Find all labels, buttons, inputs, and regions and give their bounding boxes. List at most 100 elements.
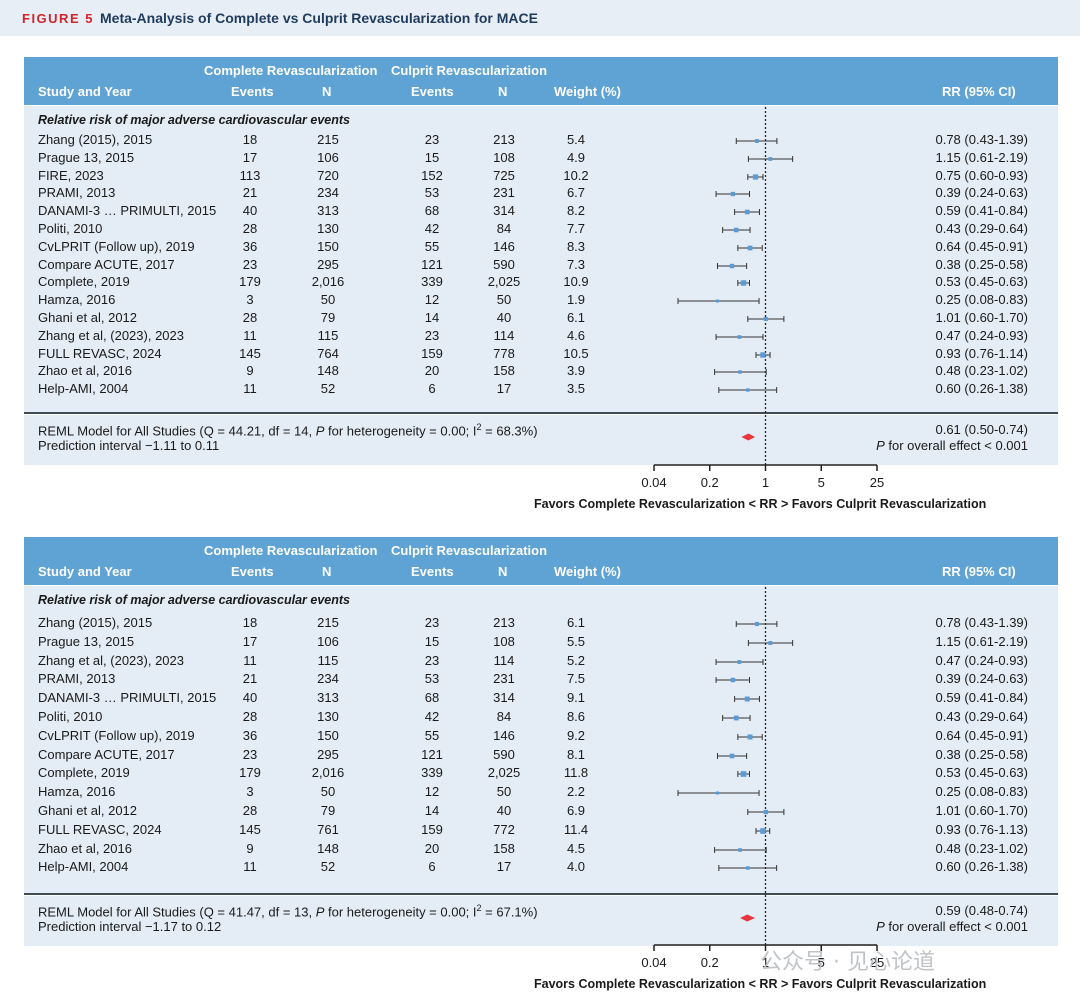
culprit-events: 68 (424, 690, 440, 705)
weight-value: 2.2 (566, 784, 586, 799)
table-row: Compare ACUTE, 2017 23 295 121 590 8.1 0.38 (0… (24, 747, 1058, 765)
culprit-events: 14 (424, 803, 440, 818)
complete-events: 21 (242, 671, 258, 686)
rr-value: 0.59 (0.41-0.84) (935, 203, 1028, 218)
culprit-group-header: Culprit Revascularization (391, 63, 548, 78)
complete-n: 79 (320, 803, 336, 818)
point-estimate (746, 388, 750, 392)
study-name: Compare ACUTE, 2017 (38, 747, 175, 762)
weight-column-header: Weight (%) (554, 564, 621, 579)
study-name: DANAMI-3 … PRIMULTI, 2015 (38, 203, 217, 218)
complete-events: 17 (242, 634, 258, 649)
study-column-header: Study and Year (38, 564, 132, 579)
study-marker (755, 828, 771, 834)
weight-value: 11.4 (563, 822, 589, 837)
point-estimate (760, 828, 766, 834)
table-row: Hamza, 2016 3 50 12 50 2.2 0.25 (0.08-0.83) (24, 784, 1058, 802)
culprit-events: 121 (421, 257, 443, 272)
complete-events: 3 (246, 292, 254, 307)
weight-value: 8.2 (566, 203, 586, 218)
study-marker (735, 138, 778, 144)
x-tick-label: 5 (818, 955, 825, 970)
culprit-n: 2,025 (487, 765, 521, 780)
study-marker (722, 227, 751, 233)
point-estimate (738, 848, 742, 852)
complete-n: 79 (320, 310, 336, 325)
complete-group-header: Complete Revascularization (204, 63, 378, 78)
table-row: Zhang (2015), 2015 18 215 23 213 6.1 0.78 (0.4… (24, 615, 1058, 633)
study-marker (715, 334, 764, 340)
study-marker (747, 640, 794, 646)
complete-n: 115 (317, 328, 339, 343)
point-estimate (740, 771, 747, 777)
rr-value: 0.78 (0.43-1.39) (935, 132, 1028, 147)
table-row: Ghani et al, 2012 28 79 14 40 6.9 1.01 (0.60-1… (24, 803, 1058, 821)
x-tick-label: 25 (870, 475, 884, 490)
model-summary-part: 2 (476, 903, 482, 913)
complete-events: 145 (239, 346, 261, 361)
weight-value: 7.5 (566, 671, 586, 686)
weight-value: 8.6 (566, 709, 586, 724)
model-summary-part: P (315, 904, 325, 920)
study-name: DANAMI-3 … PRIMULTI, 2015 (38, 690, 217, 705)
complete-n: 2,016 (311, 765, 345, 780)
rr-value: 0.25 (0.08-0.83) (935, 784, 1028, 799)
overall-p-text: for overall effect < 0.001 (884, 438, 1028, 453)
forest-panel-2: Complete Revascularization Culprit Revasc… (24, 537, 1058, 991)
study-marker (715, 191, 750, 197)
complete-events: 23 (242, 747, 258, 762)
figure-label: FIGURE 5 (22, 11, 94, 26)
weight-value: 3.9 (566, 363, 586, 378)
study-name: Zhao et al, 2016 (38, 841, 132, 856)
study-name: Compare ACUTE, 2017 (38, 257, 175, 272)
complete-events: 23 (242, 257, 258, 272)
study-marker (735, 621, 778, 627)
study-marker (716, 263, 748, 269)
study-marker (737, 245, 763, 251)
point-estimate (744, 696, 750, 702)
model-summary-part: REML Model for All Studies (Q = 41.47, d… (38, 904, 316, 920)
table-row: CvLPRIT (Follow up), 2019 36 150 55 146 9.2 0.… (24, 728, 1058, 746)
table-row: CvLPRIT (Follow up), 2019 36 150 55 146 8.3 0.… (24, 239, 1058, 257)
rr-value: 0.60 (0.26-1.38) (935, 381, 1028, 396)
point-estimate (715, 791, 719, 795)
x-axis-label: Favors Complete Revascularization < RR >… (534, 977, 987, 991)
rr-value: 0.78 (0.43-1.39) (935, 615, 1028, 630)
complete-events-header: Events (231, 564, 274, 579)
study-name: PRAMI, 2013 (38, 671, 116, 686)
culprit-events: 159 (421, 346, 443, 361)
culprit-events: 15 (424, 150, 440, 165)
point-estimate (747, 734, 753, 740)
study-marker (677, 790, 760, 796)
study-name: FULL REVASC, 2024 (38, 346, 162, 361)
study-marker (734, 696, 760, 702)
culprit-events: 159 (421, 822, 443, 837)
study-name: Politi, 2010 (38, 709, 103, 724)
weight-value: 10.5 (563, 346, 589, 361)
model-summary-part: for heterogeneity = 0.00; I (324, 904, 477, 920)
study-marker (747, 316, 785, 322)
culprit-n: 108 (493, 150, 515, 165)
table-row: PRAMI, 2013 21 234 53 231 7.5 0.39 (0.24-0.63) (24, 671, 1058, 689)
prediction-interval: Prediction interval −1.11 to 0.11 (38, 438, 220, 453)
complete-n: 295 (317, 257, 339, 272)
rr-value: 0.43 (0.29-0.64) (935, 221, 1028, 236)
weight-value: 4.0 (566, 859, 586, 874)
rr-column-header: RR (95% CI) (942, 84, 1016, 99)
complete-events: 9 (246, 841, 254, 856)
complete-n: 52 (320, 859, 336, 874)
culprit-events: 68 (424, 203, 440, 218)
complete-events: 18 (242, 132, 258, 147)
complete-events-header: Events (231, 84, 274, 99)
point-estimate (747, 245, 753, 251)
point-estimate (730, 677, 736, 683)
culprit-events: 121 (421, 747, 443, 762)
x-tick-label: 1 (762, 475, 769, 490)
prediction-interval: Prediction interval −1.17 to 0.12 (38, 919, 222, 934)
culprit-n: 114 (493, 328, 515, 343)
table-row: Hamza, 2016 3 50 12 50 1.9 0.25 (0.08-0.83) (24, 292, 1058, 310)
study-name: FIRE, 2023 (38, 168, 104, 183)
complete-events: 179 (239, 765, 261, 780)
weight-value: 6.1 (566, 310, 586, 325)
study-name: Ghani et al, 2012 (38, 803, 138, 818)
